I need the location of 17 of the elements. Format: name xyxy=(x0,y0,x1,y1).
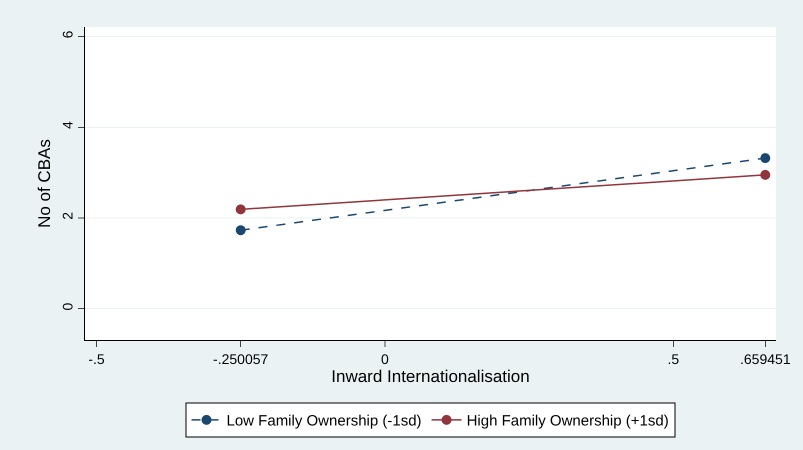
point xyxy=(760,153,770,164)
y-tick-label: 0 xyxy=(59,302,76,310)
x-tick-label: .659451 xyxy=(740,350,791,367)
x-tick-label: .5 xyxy=(667,350,680,367)
y-tick-label: 2 xyxy=(59,212,76,220)
x-axis-title: Inward Internationalisation xyxy=(331,366,530,386)
legend-label: Low Family Ownership (-1sd) xyxy=(226,412,422,430)
x-tick-label: -.5 xyxy=(88,350,105,367)
y-tick-label: 6 xyxy=(59,30,76,38)
legend-label: High Family Ownership (+1sd) xyxy=(466,412,669,430)
point xyxy=(760,170,770,180)
point xyxy=(236,225,246,236)
x-tick-label: 0 xyxy=(381,350,390,367)
point xyxy=(236,204,246,214)
y-axis-title: No of CBAs xyxy=(34,139,54,228)
y-tick-label: 4 xyxy=(59,121,76,130)
x-tick-label: -.250057 xyxy=(213,350,269,367)
